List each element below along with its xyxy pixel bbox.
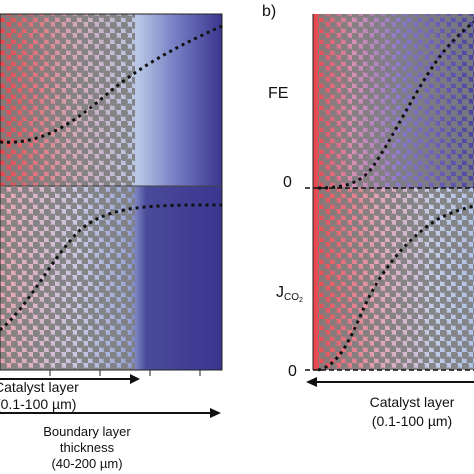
panel-a-catalyst-layer-label: Catalyst layer (0, 379, 79, 395)
panel-b-catalyst-arrow (306, 377, 474, 387)
panel-b-j-label: JCO2 (276, 284, 303, 304)
panel-b-j-curve (317, 204, 474, 372)
panel-a-boundary-thickness-label: thickness (60, 440, 115, 455)
panel-b-catalyst-layer-range: (0.1-100 µm) (372, 413, 452, 429)
panel-a-x-ticks (49, 370, 201, 376)
panel-b-fe-label: FE (268, 85, 288, 102)
panel-a-bottom-particles (0, 186, 135, 370)
panel-b-j-symbol: J (276, 284, 284, 301)
panel-b-j-subscript: CO (284, 292, 299, 303)
panel-a-top-particles (0, 14, 135, 186)
panel-b-j-zero: 0 (288, 363, 297, 380)
panel-b-top-particles (318, 14, 474, 188)
panel-b-bottom-particles (318, 188, 474, 370)
panel-a: Catalyst layer (0.1-100 µm) Boundary lay… (0, 13, 223, 471)
panel-a-frame (0, 13, 223, 371)
panel-b-fe-curve (317, 20, 474, 190)
panel-b-catalyst-layer-label: Catalyst layer (370, 394, 455, 410)
panel-a-top-curve (0, 24, 223, 144)
panel-b: b) FE 0 JCO2 0 Catalyst layer (0.1-100 µ… (262, 3, 474, 429)
panel-a-boundary-layer-range: (40-200 µm) (51, 456, 122, 471)
panel-b-fe-zero: 0 (283, 174, 292, 191)
panel-a-catalyst-layer-range: (0.1-100 µm) (0, 396, 76, 412)
panel-a-boundary-arrow (0, 408, 221, 418)
panel-b-j-subscript-2: 2 (299, 297, 303, 304)
panel-b-label: b) (262, 3, 276, 20)
panel-a-bottom-curve (0, 203, 223, 332)
panel-a-catalyst-arrow (0, 374, 140, 384)
panel-a-boundary-layer-label: Boundary layer (43, 424, 131, 439)
